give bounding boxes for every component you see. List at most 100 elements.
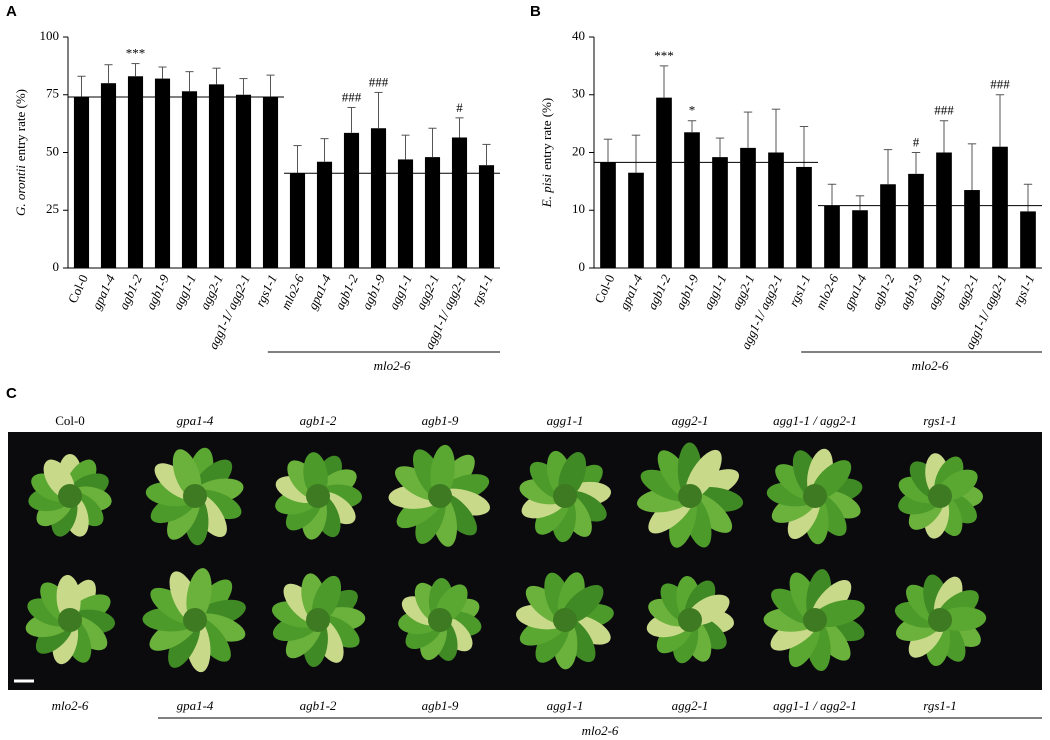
rosette (271, 573, 366, 668)
bar (262, 97, 279, 268)
rosette-center (678, 484, 702, 508)
x-tick-label: agb1-2 (332, 272, 361, 312)
photo-label: agg1-1 (547, 698, 584, 713)
rosette-center (803, 608, 827, 632)
photo-label: agb1-2 (300, 698, 337, 713)
panel-label: A (6, 3, 17, 20)
significance-label: ### (934, 103, 954, 118)
bar (73, 97, 90, 268)
x-tick-label: mlo2-6 (278, 272, 307, 312)
photo-label: gpa1-4 (177, 698, 214, 713)
photo-label: agb1-2 (300, 413, 337, 428)
significance-label: *** (126, 46, 146, 61)
photo-label: rgs1-1 (923, 698, 956, 713)
y-tick-label: 100 (40, 28, 60, 43)
bar (208, 84, 225, 268)
bar (936, 152, 952, 268)
group-label: mlo2-6 (912, 358, 949, 373)
significance-label: * (689, 103, 696, 118)
significance-label: # (456, 100, 463, 115)
panel-label: C (6, 385, 17, 402)
rosette (636, 442, 744, 548)
bar (235, 94, 252, 268)
rosette (766, 448, 863, 545)
rosette (25, 574, 116, 665)
significance-label: # (913, 134, 920, 149)
rosette-center (428, 608, 452, 632)
group-label: mlo2-6 (582, 723, 619, 738)
x-tick-label: agg2-1 (413, 272, 442, 312)
x-tick-label: Col-0 (591, 272, 617, 305)
rosette-center (553, 484, 577, 508)
rosette-center (553, 608, 577, 632)
photo-label: mlo2-6 (52, 698, 89, 713)
y-tick-label: 20 (572, 143, 585, 158)
x-tick-label: rgs1-1 (1010, 272, 1038, 309)
x-tick-label: agg2-1 (728, 272, 757, 312)
rosette-center (58, 608, 82, 632)
photo-label: agg1-1 / agg2-1 (773, 413, 857, 428)
bar (852, 210, 868, 268)
y-tick-label: 0 (579, 259, 586, 274)
y-axis-label-italic: E. pisi (539, 174, 554, 209)
rosette-center (306, 484, 330, 508)
rosette (519, 450, 612, 543)
bar (424, 157, 441, 268)
x-tick-label: rgs1-1 (468, 272, 496, 309)
bar (796, 166, 812, 268)
rosette-center (183, 484, 207, 508)
photo-label: agg1-1 / agg2-1 (773, 698, 857, 713)
bar (154, 78, 171, 268)
x-tick-label: gpa1-4 (305, 272, 334, 312)
x-tick-label: agb1-9 (359, 272, 388, 312)
photo-label: gpa1-4 (177, 413, 214, 428)
photo-label: agg2-1 (672, 413, 709, 428)
x-tick-label: agb1-2 (116, 272, 145, 312)
x-tick-label: gpa1-4 (89, 272, 118, 312)
y-axis-label-rest: entry rate (%) (13, 89, 28, 161)
bar (628, 172, 644, 268)
y-axis-label-italic: G. orontii (13, 165, 28, 216)
x-tick-label: rgs1-1 (252, 272, 280, 309)
rosette-center (928, 484, 952, 508)
rosette-center (58, 484, 82, 508)
photo-label: agg1-1 (547, 413, 584, 428)
bar (768, 152, 784, 268)
bar (397, 159, 414, 268)
rosette (28, 454, 112, 537)
photo-label: agg2-1 (672, 698, 709, 713)
y-tick-label: 75 (46, 86, 59, 101)
bar (343, 132, 360, 268)
rosette (898, 453, 984, 539)
group-label: mlo2-6 (374, 358, 411, 373)
bar (478, 165, 495, 268)
y-tick-label: 0 (53, 259, 60, 274)
rosette (142, 568, 246, 673)
rosette (763, 569, 865, 672)
x-tick-label: agb1-2 (644, 272, 673, 312)
rosette (388, 444, 490, 547)
bar (1020, 211, 1036, 268)
x-tick-label: agg1-1 (924, 272, 953, 312)
photo-label: agb1-9 (422, 413, 459, 428)
bar (127, 76, 144, 269)
y-tick-label: 50 (46, 143, 59, 158)
significance-label: ### (990, 77, 1010, 92)
x-tick-label: mlo2-6 (812, 272, 841, 312)
x-tick-label: Col-0 (65, 272, 91, 305)
bar (181, 91, 198, 268)
bar (824, 205, 840, 268)
rosette (646, 576, 735, 664)
photo-label: agb1-9 (422, 698, 459, 713)
x-tick-label: agb1-9 (672, 272, 701, 312)
bar (684, 132, 700, 268)
x-tick-label: agb1-9 (143, 272, 172, 312)
rosette (894, 574, 987, 667)
rosette-center (803, 484, 827, 508)
x-tick-label: agb1-9 (896, 272, 925, 312)
rosette-center (428, 484, 452, 508)
significance-label: ### (369, 74, 389, 89)
x-tick-label: agg2-1 (197, 272, 226, 312)
bar (656, 97, 672, 268)
bar (100, 83, 117, 268)
